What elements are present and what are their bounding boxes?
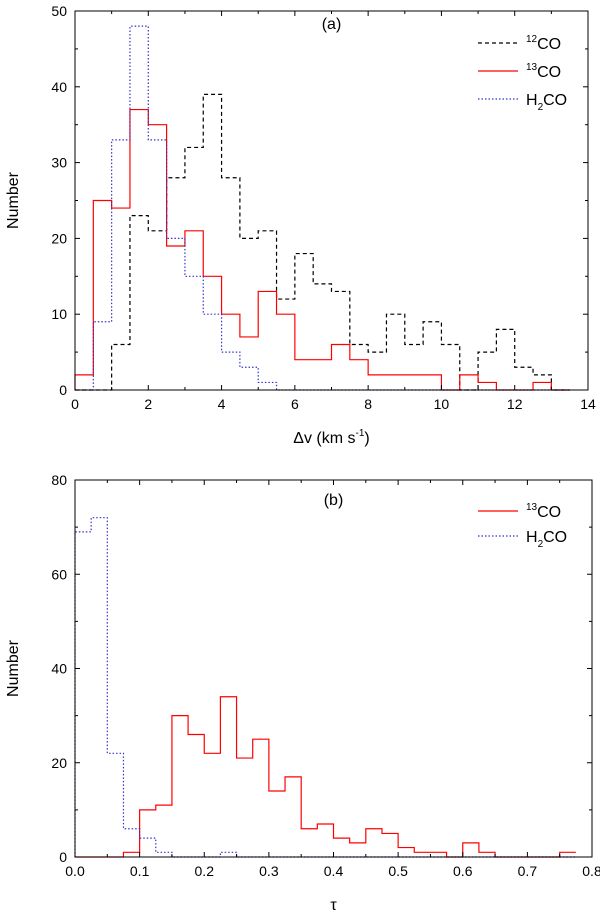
x-tick-label-b: 0.6 — [453, 863, 473, 879]
series-line-h2co-a — [75, 25, 570, 391]
x-tick-label-a: 10 — [434, 396, 450, 412]
y-axis-title-b: Number — [5, 639, 22, 697]
x-tick-label-b: 0.3 — [259, 863, 279, 879]
y-tick-label-b: 20 — [51, 755, 67, 771]
y-tick-label-a: 30 — [51, 155, 67, 171]
chart-panel-b: 0.0 0.1 0.2 0.3 0.4 0.5 0.6 0.7 0.8 0 20 40 60 80 (b) N… — [5, 472, 600, 914]
x-tick-label-b: 0.4 — [324, 863, 344, 879]
x-tick-label-a: 6 — [291, 396, 299, 412]
legend-label-12co-a: 12CO — [526, 34, 561, 53]
y-tick-label-a: 0 — [59, 382, 67, 398]
legend-label-13co-a: 13CO — [526, 62, 561, 81]
y-tick-label-b: 80 — [51, 472, 67, 488]
y-tick-label-a: 20 — [51, 230, 67, 246]
x-tick-label-b: 0.2 — [195, 863, 215, 879]
x-tick-label-a: 8 — [364, 396, 372, 412]
x-tick-label-b: 0.7 — [518, 863, 538, 879]
y-tick-label-b: 0 — [59, 849, 67, 865]
panel-label-b: (b) — [324, 492, 344, 509]
x-tick-label-b: 0.8 — [582, 863, 600, 879]
plot-frame-a — [74, 10, 589, 391]
legend-label-h2co-a: H2CO — [526, 92, 567, 113]
series-line-13co-b — [75, 696, 576, 858]
x-tick-label-a: 2 — [144, 396, 152, 412]
x-tick-label-a: 4 — [218, 396, 226, 412]
x-axis-title-a: Δv (km s-1) — [293, 428, 369, 447]
legend-a: 12CO 13CO H2CO — [478, 34, 567, 113]
series-line-13co-a — [74, 108, 570, 391]
legend-b: 13CO H2CO — [478, 502, 567, 550]
legend-label-h2co-b: H2CO — [526, 529, 567, 550]
y-tick-label-a: 40 — [51, 79, 67, 95]
x-tick-label-b: 0.0 — [65, 863, 85, 879]
y-axis-title-a: Number — [5, 171, 22, 229]
x-tick-label-a: 0 — [71, 396, 79, 412]
series-line-12co-a — [75, 93, 570, 391]
x-tick-label-b: 0.1 — [130, 863, 150, 879]
y-tick-label-b: 40 — [51, 661, 67, 677]
x-axis-title-b: τ — [330, 897, 337, 914]
panel-label-a: (a) — [322, 16, 342, 33]
x-tick-label-b: 0.5 — [388, 863, 408, 879]
legend-label-13co-b: 13CO — [526, 502, 561, 521]
chart-panel-a: 0 2 4 6 8 10 12 14 0 10 20 30 40 50 (a) Number Δv (km s-… — [5, 3, 596, 447]
y-tick-label-a: 50 — [51, 3, 67, 19]
series-line-h2co-b — [74, 517, 576, 858]
x-tick-label-a: 12 — [507, 396, 523, 412]
y-tick-label-a: 10 — [51, 306, 67, 322]
y-tick-label-b: 60 — [51, 566, 67, 582]
x-tick-label-a: 14 — [580, 396, 596, 412]
